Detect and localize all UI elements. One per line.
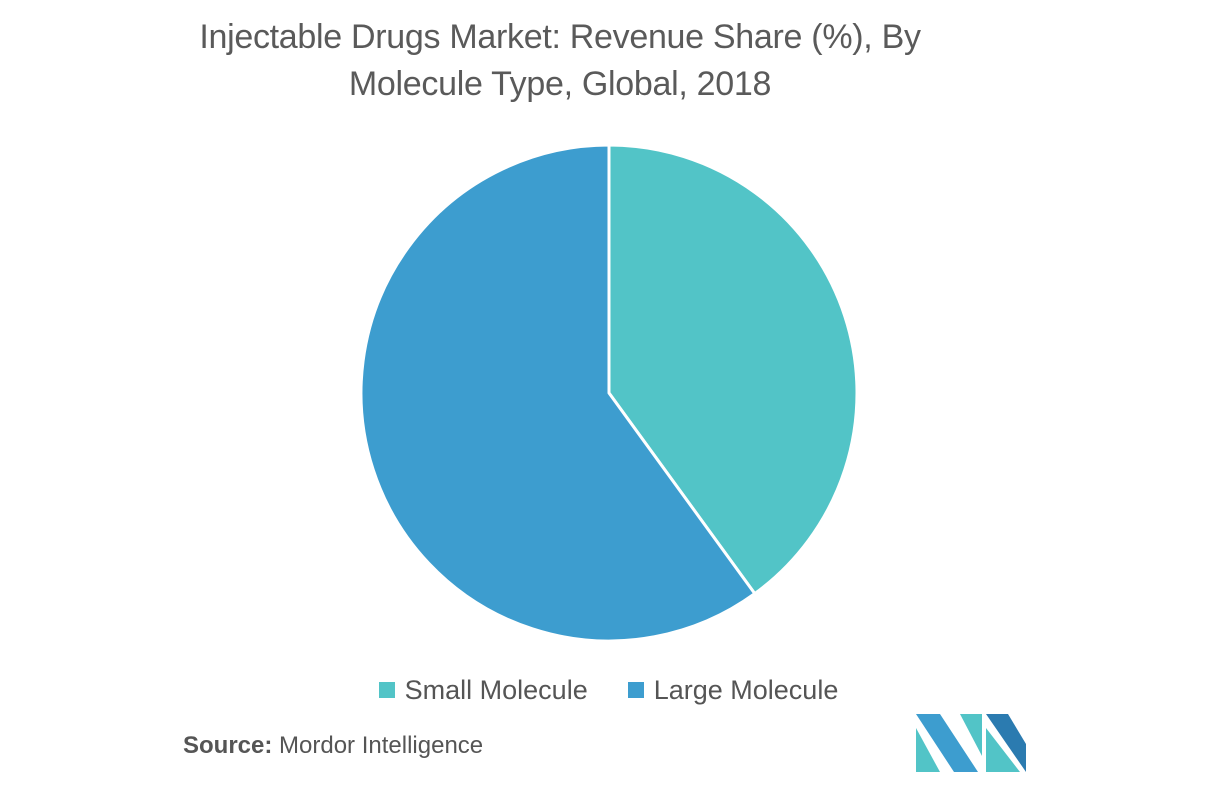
legend-label-large-molecule: Large Molecule (653, 674, 839, 705)
legend-swatch-small-molecule (378, 682, 395, 698)
pie-slices (359, 143, 859, 643)
legend: Small Molecule Large Molecule (0, 670, 1217, 710)
source-label: Source: (183, 732, 273, 759)
legend-swatch-large-molecule (627, 682, 644, 698)
legend-item-large-molecule: Large Molecule (627, 674, 839, 706)
pie-slice-large-molecule (359, 143, 757, 643)
chart-title: Injectable Drugs Market: Revenue Share (… (120, 14, 1000, 108)
legend-item-small-molecule: Small Molecule (378, 674, 588, 706)
chart-title-line-2: Molecule Type, Global, 2018 (348, 65, 772, 103)
legend-label-small-molecule: Small Molecule (404, 674, 588, 705)
chart-title-line-1: Injectable Drugs Market: Revenue Share (… (199, 18, 921, 56)
source-note: Source: Mordor Intelligence (183, 732, 483, 760)
source-text: Mordor Intelligence (279, 732, 484, 759)
mordor-intelligence-logo-icon (916, 714, 1026, 772)
logo-shape-left (916, 714, 978, 772)
logo-shape-right (986, 714, 1026, 772)
logo-shape-right-base (986, 728, 1020, 772)
pie-slice-small-molecule (607, 143, 859, 596)
logo-shape-mid (960, 714, 982, 756)
logo-shape-left-base (916, 728, 940, 772)
